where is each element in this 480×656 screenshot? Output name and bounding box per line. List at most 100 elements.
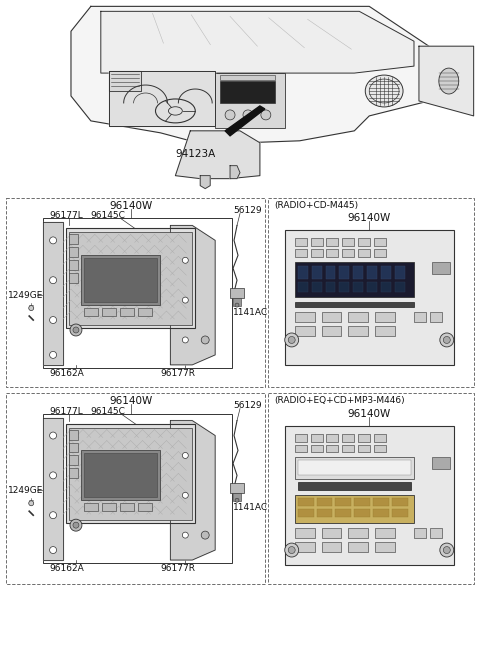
Ellipse shape — [365, 75, 403, 107]
Ellipse shape — [49, 317, 57, 323]
Bar — [285, 230, 454, 365]
Bar — [295, 445, 307, 453]
Polygon shape — [109, 71, 215, 126]
Text: 96177L: 96177L — [49, 211, 83, 220]
Bar — [326, 445, 338, 453]
Bar — [233, 493, 241, 501]
Bar — [69, 430, 78, 440]
Text: 96140W: 96140W — [109, 201, 152, 211]
Text: 96177L: 96177L — [49, 407, 83, 416]
Bar — [69, 234, 78, 244]
Bar — [69, 274, 78, 283]
Text: 1141AC: 1141AC — [233, 503, 268, 512]
Bar — [339, 282, 349, 292]
Polygon shape — [71, 7, 429, 143]
Bar — [316, 499, 333, 506]
Polygon shape — [43, 418, 63, 560]
Ellipse shape — [182, 297, 188, 303]
Bar — [233, 298, 241, 306]
Bar — [295, 495, 414, 523]
Ellipse shape — [201, 336, 209, 344]
Polygon shape — [43, 222, 63, 365]
Ellipse shape — [444, 337, 450, 344]
Ellipse shape — [70, 519, 82, 531]
Ellipse shape — [444, 546, 450, 554]
Bar — [392, 509, 408, 517]
Ellipse shape — [49, 432, 57, 439]
Ellipse shape — [440, 333, 454, 347]
Bar — [295, 249, 307, 257]
Bar — [312, 282, 322, 292]
Bar — [220, 75, 275, 80]
Ellipse shape — [288, 337, 295, 344]
Bar — [298, 482, 411, 490]
Ellipse shape — [49, 352, 57, 358]
Bar — [348, 326, 368, 336]
Ellipse shape — [235, 499, 239, 502]
Ellipse shape — [49, 277, 57, 283]
Ellipse shape — [440, 543, 454, 557]
Bar — [295, 302, 414, 307]
Text: 96140W: 96140W — [109, 396, 152, 405]
Ellipse shape — [73, 522, 79, 528]
Ellipse shape — [439, 68, 459, 94]
Ellipse shape — [261, 110, 271, 120]
Bar — [336, 499, 351, 506]
Polygon shape — [175, 131, 260, 178]
Text: (RADIO+CD-M445): (RADIO+CD-M445) — [274, 201, 358, 209]
Polygon shape — [101, 11, 414, 73]
Ellipse shape — [288, 546, 295, 554]
Bar — [316, 509, 333, 517]
Bar — [373, 509, 389, 517]
Ellipse shape — [73, 327, 79, 333]
Bar — [326, 434, 338, 441]
Bar — [102, 503, 116, 511]
Text: 96177R: 96177R — [160, 564, 195, 573]
Bar — [120, 308, 133, 316]
Ellipse shape — [49, 512, 57, 519]
Bar — [298, 499, 313, 506]
Bar — [84, 503, 98, 511]
Bar — [374, 249, 386, 257]
Bar — [374, 238, 386, 247]
Bar — [69, 468, 78, 478]
Bar — [358, 434, 370, 441]
Bar — [311, 434, 323, 441]
Bar — [295, 528, 314, 538]
Bar — [215, 73, 285, 128]
Bar — [69, 232, 192, 325]
Text: (RADIO+EQ+CD+MP3-M446): (RADIO+EQ+CD+MP3-M446) — [274, 396, 405, 405]
Bar — [230, 288, 244, 298]
Bar — [348, 312, 368, 322]
Bar — [367, 266, 377, 279]
Bar — [375, 326, 395, 336]
Polygon shape — [170, 420, 215, 560]
Bar — [6, 393, 265, 584]
Polygon shape — [109, 71, 141, 91]
Bar — [81, 255, 160, 305]
Bar — [358, 445, 370, 453]
Text: 96162A: 96162A — [49, 369, 84, 378]
Bar — [432, 457, 450, 470]
Text: 1141AC: 1141AC — [233, 308, 268, 317]
Bar — [295, 326, 314, 336]
Bar — [298, 282, 308, 292]
Bar — [43, 414, 232, 563]
Ellipse shape — [182, 337, 188, 343]
Bar — [342, 434, 354, 441]
Polygon shape — [230, 166, 240, 178]
Bar — [322, 528, 341, 538]
Ellipse shape — [49, 546, 57, 554]
Bar — [342, 249, 354, 257]
Bar — [381, 266, 391, 279]
Bar — [69, 443, 78, 453]
Bar — [311, 249, 323, 257]
Bar — [367, 282, 377, 292]
Ellipse shape — [235, 303, 239, 307]
Bar — [353, 282, 363, 292]
Bar — [295, 312, 314, 322]
Bar — [348, 542, 368, 552]
Bar — [322, 312, 341, 322]
Bar — [325, 282, 336, 292]
Bar — [69, 455, 78, 465]
